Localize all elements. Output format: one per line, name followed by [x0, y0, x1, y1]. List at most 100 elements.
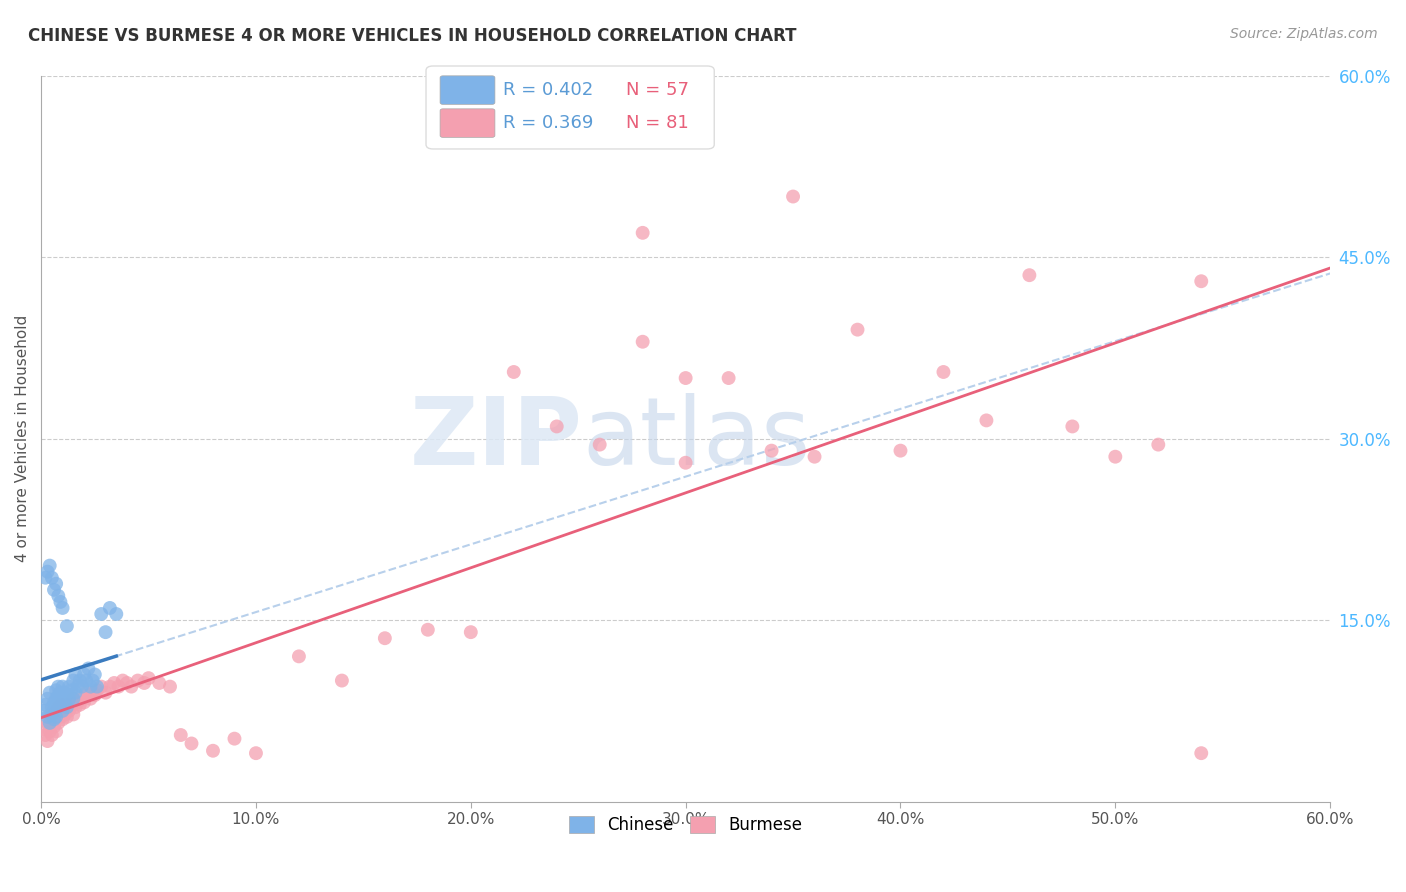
Point	[38, 686, 60, 700]
Point	[803, 450, 825, 464]
Point	[37, 710, 59, 724]
Point	[62, 691, 84, 706]
Point	[52, 712, 75, 726]
Point	[1018, 268, 1040, 283]
Point	[41, 700, 63, 714]
Point	[66, 680, 89, 694]
Point	[75, 673, 97, 688]
Point	[46, 688, 69, 702]
Point	[49, 698, 72, 712]
Point	[932, 365, 955, 379]
Text: atlas: atlas	[582, 392, 811, 484]
Point	[38, 724, 60, 739]
Point	[83, 688, 105, 702]
Point	[675, 371, 697, 385]
Point	[42, 582, 65, 597]
Point	[45, 691, 67, 706]
Point	[42, 712, 65, 726]
Point	[49, 710, 72, 724]
Point	[94, 625, 117, 640]
Text: ZIP: ZIP	[409, 392, 582, 484]
Point	[52, 704, 75, 718]
Point	[45, 683, 67, 698]
Point	[52, 601, 75, 615]
Text: Source: ZipAtlas.com: Source: ZipAtlas.com	[1230, 27, 1378, 41]
Text: R = 0.369: R = 0.369	[503, 114, 593, 132]
Point	[374, 631, 396, 645]
Point	[37, 715, 59, 730]
Point	[46, 700, 69, 714]
Point	[52, 691, 75, 706]
Point	[53, 686, 76, 700]
Point	[1062, 419, 1084, 434]
Point	[159, 680, 181, 694]
Point	[49, 595, 72, 609]
Point	[224, 731, 246, 746]
Point	[58, 704, 80, 718]
Point	[1189, 274, 1212, 288]
Point	[134, 676, 156, 690]
Point	[1104, 450, 1126, 464]
Point	[37, 734, 59, 748]
Point	[98, 680, 121, 694]
Point	[34, 698, 56, 712]
Point	[502, 365, 524, 379]
Text: N = 81: N = 81	[626, 114, 689, 132]
Point	[45, 724, 67, 739]
Point	[45, 704, 67, 718]
Point	[460, 625, 482, 640]
Point	[41, 728, 63, 742]
Point	[32, 704, 55, 718]
Text: CHINESE VS BURMESE 4 OR MORE VEHICLES IN HOUSEHOLD CORRELATION CHART: CHINESE VS BURMESE 4 OR MORE VEHICLES IN…	[28, 27, 797, 45]
Point	[115, 676, 138, 690]
Point	[53, 698, 76, 712]
Point	[1189, 746, 1212, 760]
Point	[66, 695, 89, 709]
Point	[73, 667, 96, 681]
Point	[94, 686, 117, 700]
Point	[56, 688, 79, 702]
Point	[180, 737, 202, 751]
Point	[111, 673, 134, 688]
Point	[58, 680, 80, 694]
Point	[889, 443, 911, 458]
Point	[90, 680, 112, 694]
Point	[65, 700, 87, 714]
Point	[98, 601, 121, 615]
Legend: Chinese, Burmese: Chinese, Burmese	[558, 805, 813, 844]
Point	[42, 707, 65, 722]
Point	[127, 673, 149, 688]
Point	[38, 715, 60, 730]
Point	[120, 680, 142, 694]
Point	[52, 680, 75, 694]
Point	[86, 683, 108, 698]
Point	[138, 671, 160, 685]
Point	[107, 680, 129, 694]
Point	[73, 695, 96, 709]
Point	[41, 571, 63, 585]
Point	[56, 619, 79, 633]
Point	[65, 686, 87, 700]
Point	[82, 686, 104, 700]
Point	[90, 607, 112, 621]
Point	[42, 704, 65, 718]
Point	[38, 710, 60, 724]
Point	[75, 686, 97, 700]
Point	[42, 695, 65, 709]
Point	[82, 673, 104, 688]
Point	[69, 673, 91, 688]
Point	[170, 728, 193, 742]
Point	[56, 700, 79, 714]
Point	[77, 661, 100, 675]
Point	[37, 565, 59, 579]
Point	[62, 691, 84, 706]
Point	[86, 680, 108, 694]
Point	[37, 691, 59, 706]
Point	[330, 673, 353, 688]
Point	[761, 443, 783, 458]
Point	[62, 673, 84, 688]
Text: N = 57: N = 57	[626, 81, 689, 99]
Point	[34, 728, 56, 742]
Point	[631, 334, 654, 349]
Point	[675, 456, 697, 470]
